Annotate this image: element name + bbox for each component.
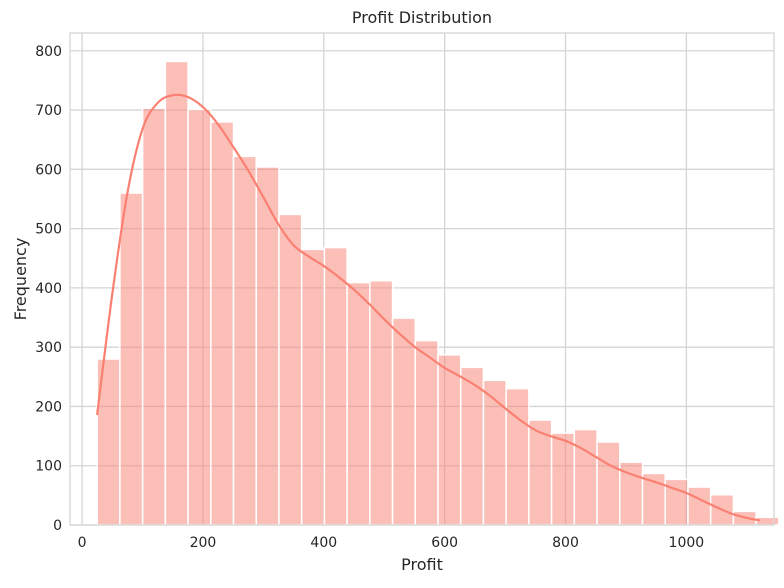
x-tick-label: 1000: [669, 535, 705, 551]
y-axis-label: Frequency: [11, 238, 30, 321]
x-tick-label: 800: [552, 535, 579, 551]
y-tick-label: 700: [35, 103, 62, 119]
y-tick-label: 100: [35, 459, 62, 475]
y-tick-labels: 0 100 200 300 400 500 600 700 800: [35, 44, 62, 534]
histogram-bar: [687, 486, 712, 526]
histogram-bar: [550, 432, 576, 526]
y-tick-label: 800: [35, 44, 62, 60]
x-axis-label: Profit: [401, 555, 443, 574]
y-tick-label: 300: [35, 340, 62, 356]
histogram-bar: [346, 281, 371, 526]
x-tick-label: 600: [431, 535, 458, 551]
plot-frame: [69, 32, 775, 526]
y-tick-label: 400: [35, 281, 62, 297]
x-tick-label: 200: [190, 535, 217, 551]
histogram-bar: [278, 213, 303, 526]
histogram-bar: [391, 317, 417, 526]
x-tick-labels: 0 200 400 600 800 1000: [78, 535, 705, 551]
y-tick-label: 200: [35, 399, 62, 415]
histogram-bar: [573, 428, 598, 526]
histogram-bars: [96, 60, 780, 526]
x-tick-label: 0: [78, 535, 87, 551]
histogram-bar: [505, 387, 530, 526]
histogram-bar: [596, 441, 621, 526]
histogram-bar: [414, 339, 439, 526]
histogram-bar: [119, 192, 144, 526]
histogram-bar: [482, 379, 507, 526]
histogram-bar: [300, 248, 326, 526]
histogram-bar: [210, 121, 235, 526]
kde-curve-layer: [96, 93, 760, 522]
kde-curve: [96, 93, 760, 522]
histogram-bar: [164, 60, 189, 526]
histogram-bar: [459, 366, 485, 526]
histogram-bar: [141, 107, 167, 526]
histogram-bar: [232, 155, 257, 526]
y-tick-label: 500: [35, 222, 62, 238]
x-tick-label: 400: [310, 535, 337, 551]
histogram-bar: [437, 354, 462, 526]
y-tick-label: 600: [35, 162, 62, 178]
histogram-bar: [323, 246, 348, 526]
histogram-bar: [187, 108, 212, 526]
chart-title: Profit Distribution: [352, 8, 492, 27]
y-tick-label: 0: [53, 518, 62, 534]
